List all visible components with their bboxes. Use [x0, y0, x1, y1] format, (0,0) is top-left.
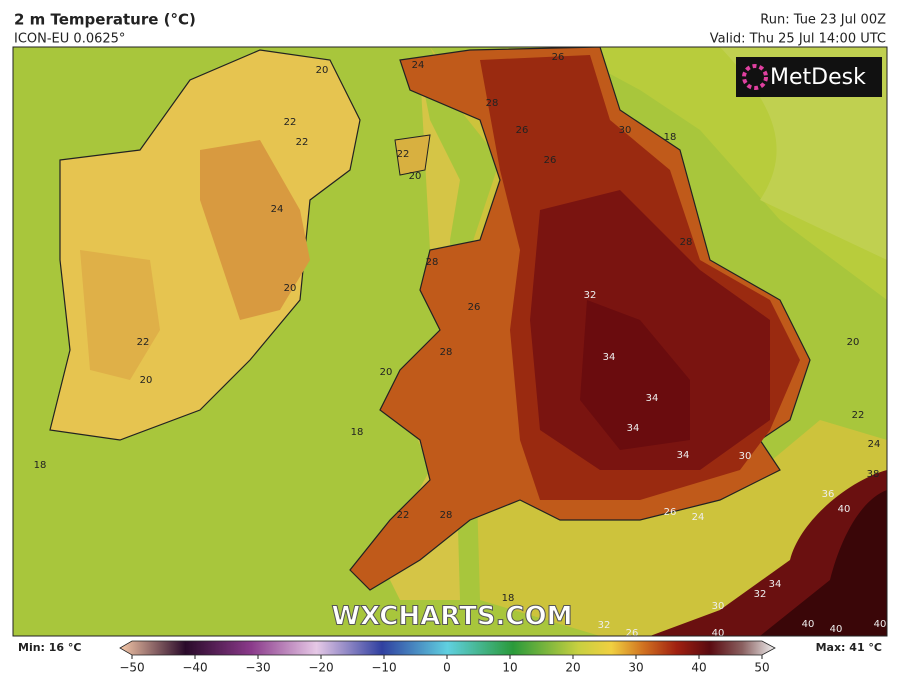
contour-label: 28	[426, 257, 439, 268]
contour-label: 34	[677, 450, 690, 461]
contour-label: 32	[598, 620, 611, 631]
legend-max: Max: 41 °C	[816, 641, 882, 654]
contour-label: 40	[838, 504, 851, 515]
contour-label: 34	[627, 423, 640, 434]
contour-label: 30	[712, 601, 725, 612]
contour-label: 38	[867, 469, 880, 480]
contour-label: 20	[409, 171, 422, 182]
contour-label: 26	[544, 155, 557, 166]
colorbar-tick-label: −10	[371, 661, 396, 675]
contour-label: 30	[739, 451, 752, 462]
logo: MetDesk	[770, 65, 866, 90]
contour-label: 20	[316, 65, 329, 76]
contour-label: 22	[397, 149, 410, 160]
contour-label: 36	[822, 489, 835, 500]
contour-label: 26	[626, 628, 639, 639]
contour-label: 24	[271, 204, 284, 215]
contour-label: 22	[397, 510, 410, 521]
contour-label: 34	[646, 393, 659, 404]
contour-label: 28	[680, 237, 693, 248]
colorbar-tick-label: 40	[691, 661, 706, 675]
contour-label: 34	[603, 352, 616, 363]
contour-label: 20	[847, 337, 860, 348]
legend-min: Min: 16 °C	[18, 641, 82, 654]
logo-icon	[742, 64, 768, 90]
colorbar-tick-label: −30	[245, 661, 270, 675]
colorbar-tick-label: 10	[502, 661, 517, 675]
watermark: WXCHARTS.COM	[331, 602, 572, 632]
map-frame	[12, 46, 888, 637]
contour-label: 28	[440, 510, 453, 521]
contour-label: 20	[380, 367, 393, 378]
contour-label: 20	[284, 283, 297, 294]
colorbar-tick-label: −50	[119, 661, 144, 675]
contour-label: 22	[852, 410, 865, 421]
contour-label: 18	[502, 593, 515, 604]
contour-label: 18	[351, 427, 364, 438]
contour-label: 30	[619, 125, 632, 136]
colorbar-tick-label: −20	[308, 661, 333, 675]
contour-label: 20	[140, 375, 153, 386]
contour-label: 32	[584, 290, 597, 301]
valid: Valid: Thu 25 Jul 14:00 UTC	[710, 32, 886, 47]
contour-label: 34	[769, 579, 782, 590]
contour-label: 40	[874, 619, 887, 630]
colorbar-tick-label: 50	[754, 661, 769, 675]
contour-label: 40	[712, 628, 725, 639]
contour-label: 22	[137, 337, 150, 348]
contour-label: 22	[296, 137, 309, 148]
contour-labels: 20 24 26 28 26 30 18 22 22 22 20 26 24 28 28 20 32 26 22 28…	[34, 52, 887, 639]
run: Run: Tue 23 Jul 00Z	[760, 13, 886, 28]
contour-label: 40	[830, 624, 843, 635]
contour-label: 18	[34, 460, 47, 471]
map	[13, 47, 887, 636]
contour-label: 24	[692, 512, 705, 523]
contour-label: 24	[412, 60, 425, 71]
colorbar	[119, 640, 776, 656]
contour-label: 18	[664, 132, 677, 143]
contour-label: 24	[868, 439, 881, 450]
colorbar-tick-label: 30	[628, 661, 643, 675]
logo-box	[736, 57, 882, 97]
contour-label: 28	[440, 347, 453, 358]
contour-label: 40	[802, 619, 815, 630]
colorbar-tick-label: −40	[182, 661, 207, 675]
contour-label: 26	[516, 125, 529, 136]
subtitle: ICON-EU 0.0625°	[14, 32, 125, 47]
contour-label: 32	[754, 589, 767, 600]
contour-label: 26	[552, 52, 565, 63]
contour-label: 26	[468, 302, 481, 313]
colorbar-tick-label: 0	[443, 661, 451, 675]
contour-label: 26	[664, 507, 677, 518]
colorbar-tick-label: 20	[565, 661, 580, 675]
title: 2 m Temperature (°C)	[14, 11, 196, 29]
contour-label: 22	[284, 117, 297, 128]
contour-label: 28	[486, 98, 499, 109]
